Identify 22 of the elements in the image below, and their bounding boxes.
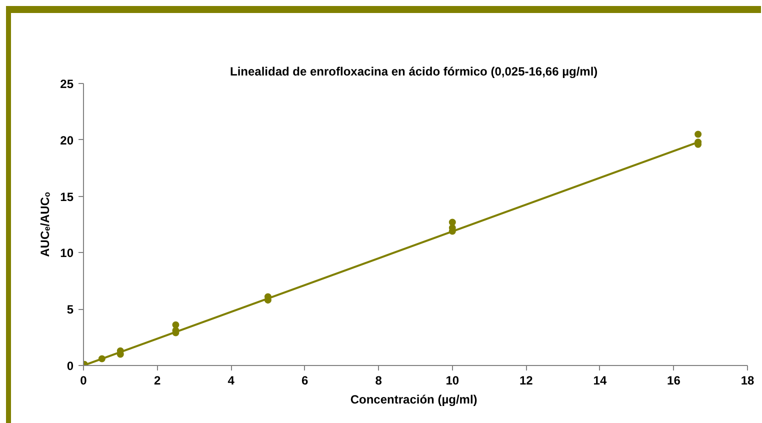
x-tick-label: 8 bbox=[375, 374, 382, 388]
x-tick-label: 4 bbox=[228, 374, 235, 388]
point bbox=[448, 218, 456, 226]
x-tick-label: 18 bbox=[740, 374, 754, 388]
x-tick-label: 12 bbox=[519, 374, 534, 388]
x-tick-label: 16 bbox=[667, 374, 681, 388]
y-tick-label: 20 bbox=[60, 133, 74, 148]
point bbox=[172, 321, 180, 328]
x-tick-label: 2 bbox=[154, 374, 161, 388]
point bbox=[694, 130, 702, 138]
y-tick-label: 5 bbox=[66, 302, 74, 317]
x-tick-label: 14 bbox=[593, 374, 607, 388]
x-tick-label: 0 bbox=[80, 374, 88, 388]
y-tick-label: 0 bbox=[66, 359, 74, 373]
chart-title: Linealidad de enrofloxacina en ácido fórmico (0,025-16,66 µg/ml) bbox=[230, 64, 598, 78]
x-tick-label: 6 bbox=[301, 374, 308, 388]
y-axis-title: AUCₑ/AUCₒ bbox=[38, 192, 52, 257]
x-tick-label: 10 bbox=[446, 374, 460, 388]
y-tick-label: 25 bbox=[60, 77, 74, 91]
y-tick-label: 10 bbox=[60, 246, 74, 260]
y-tick-label: 15 bbox=[60, 190, 74, 204]
x-axis-title: Concentración (µg/ml) bbox=[350, 392, 478, 406]
